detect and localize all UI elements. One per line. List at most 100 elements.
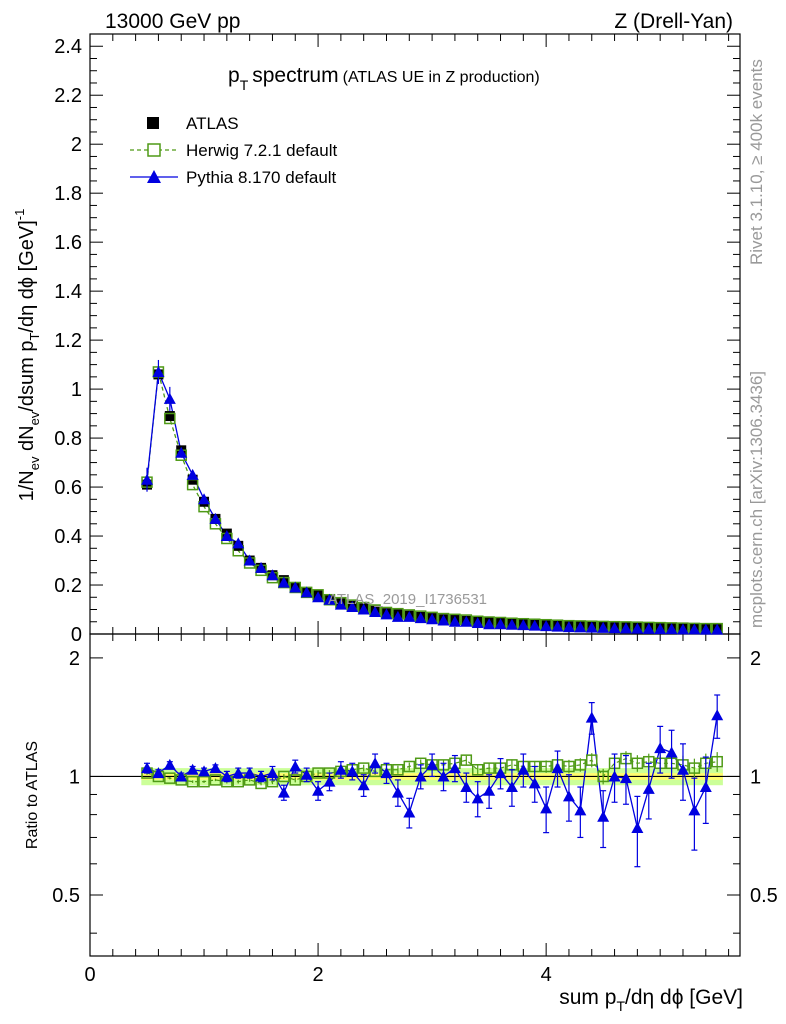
axis-ticks bbox=[89, 33, 740, 956]
ratio-herwig-point bbox=[392, 763, 404, 776]
pythia-point bbox=[175, 446, 188, 458]
pythia-point bbox=[163, 392, 176, 404]
ratio-herwig-point bbox=[186, 775, 199, 788]
pythia-point bbox=[585, 621, 598, 633]
ratio-pythia-point bbox=[186, 763, 199, 775]
y-tick-label: 1.4 bbox=[54, 281, 82, 303]
ratio-pythia-point bbox=[346, 765, 359, 777]
pythia-point bbox=[494, 618, 507, 630]
y-tick-label: 0 bbox=[71, 624, 82, 646]
pythia-point bbox=[562, 621, 575, 633]
pythia-point bbox=[574, 621, 587, 633]
pythia-point bbox=[289, 581, 302, 593]
pythia-point bbox=[186, 468, 199, 480]
pythia-point bbox=[688, 623, 701, 635]
ratio-herwig-point bbox=[540, 760, 552, 773]
ratio-pythia-point bbox=[414, 770, 427, 782]
ratio-pythia-point bbox=[448, 762, 461, 774]
ratio-pythia-point bbox=[323, 775, 336, 787]
pythia-point bbox=[654, 623, 667, 635]
pythia-point bbox=[243, 554, 256, 566]
pythia-point bbox=[380, 608, 393, 620]
ratio-pythia-point bbox=[517, 763, 530, 775]
ratio-pythia-point bbox=[551, 762, 564, 774]
ratio-tick-label: 2 bbox=[69, 648, 80, 670]
ratio-pythia-point bbox=[471, 792, 484, 804]
pythia-point bbox=[426, 613, 439, 625]
ratio-y-axis-label: Ratio to ATLAS bbox=[24, 741, 41, 849]
pythia-point bbox=[198, 493, 211, 505]
pythia-point bbox=[665, 623, 678, 635]
y-tick-label: 1.6 bbox=[54, 232, 82, 254]
ratio-herwig-point bbox=[586, 754, 598, 766]
x-tick-label: 2 bbox=[313, 964, 324, 986]
pythia-point bbox=[505, 618, 518, 630]
ratio-pythia-point bbox=[631, 821, 644, 833]
pythia-point bbox=[608, 622, 621, 634]
pythia-point bbox=[676, 623, 689, 635]
ratio-pythia-point bbox=[289, 760, 302, 772]
ratio-pythia-point bbox=[676, 763, 689, 775]
ratio-pythia-point bbox=[152, 767, 165, 779]
pythia-point bbox=[414, 612, 427, 624]
pythia-point bbox=[220, 530, 233, 542]
ratio-herwig-point bbox=[403, 760, 416, 773]
ratio-pythia-point bbox=[483, 784, 496, 796]
ratio-herwig-point bbox=[357, 762, 370, 774]
atlas-point bbox=[164, 411, 175, 422]
x-axis-label: sum pT/dη dϕ [GeV] bbox=[559, 986, 743, 1014]
ratio-tick-label-right: 2 bbox=[750, 648, 761, 670]
ratio-pythia-point bbox=[266, 767, 279, 779]
ratio-pythia-point bbox=[243, 767, 256, 779]
ratio-herwig-point bbox=[460, 754, 473, 766]
header-right: Z (Drell-Yan) bbox=[614, 10, 733, 33]
legend-pythia-label: Pythia 8.170 default bbox=[186, 168, 337, 187]
y-tick-label: 0.6 bbox=[54, 477, 82, 499]
y-tick-label: 1.8 bbox=[54, 183, 82, 205]
mcplots-label: mcplots.cern.ch [arXiv:1306.3436] bbox=[747, 371, 766, 628]
ratio-herwig-point bbox=[312, 767, 324, 779]
pythia-point bbox=[357, 603, 370, 615]
ratio-pythia-point bbox=[232, 767, 245, 779]
ratio-pythia-point bbox=[312, 784, 325, 796]
pythia-point bbox=[699, 623, 712, 635]
ratio-pythia-point bbox=[403, 806, 416, 818]
pythia-point bbox=[312, 591, 325, 603]
ratio-herwig-point bbox=[209, 774, 222, 786]
pythia-point bbox=[369, 605, 382, 617]
pythia-point bbox=[300, 586, 313, 598]
ratio-herwig-point bbox=[563, 760, 575, 773]
ratio-pythia-point bbox=[255, 770, 268, 782]
ratio-pythia-point bbox=[494, 767, 507, 779]
header-left: 13000 GeV pp bbox=[105, 10, 240, 33]
ratio-herwig-point bbox=[471, 763, 484, 776]
ratio-pythia-point bbox=[391, 786, 404, 798]
pythia-point bbox=[711, 623, 724, 635]
ratio-pythia-point bbox=[688, 804, 701, 816]
ratio-pythia-point bbox=[357, 779, 370, 791]
ratio-pythia-point bbox=[642, 782, 655, 794]
analysis-watermark: ATLAS_2019_I1736531 bbox=[328, 591, 487, 608]
ratio-herwig-point bbox=[164, 772, 176, 784]
ratio-pythia-point bbox=[198, 765, 211, 777]
ratio-pythia-point bbox=[460, 781, 473, 793]
ratio-pythia-point bbox=[562, 790, 575, 802]
pythia-point bbox=[403, 610, 416, 622]
ratio-pythia-point bbox=[175, 770, 188, 782]
y-tick-label: 0.8 bbox=[54, 428, 82, 450]
ratio-pythia-point bbox=[209, 762, 222, 774]
pythia-point bbox=[619, 622, 632, 634]
series-markers bbox=[141, 359, 724, 868]
pythia-point bbox=[255, 561, 268, 573]
pythia-point bbox=[540, 620, 553, 632]
ratio-pythia-point bbox=[608, 770, 621, 782]
y-tick-label: 1.2 bbox=[54, 330, 82, 352]
pythia-point bbox=[277, 576, 290, 588]
ratio-herwig-point bbox=[688, 762, 701, 774]
chart-title-sub: (ATLAS UE in Z production) bbox=[343, 69, 540, 86]
pythia-point bbox=[323, 593, 336, 605]
ratio-pythia-point bbox=[505, 781, 518, 793]
legend-herwig-marker bbox=[147, 143, 161, 157]
